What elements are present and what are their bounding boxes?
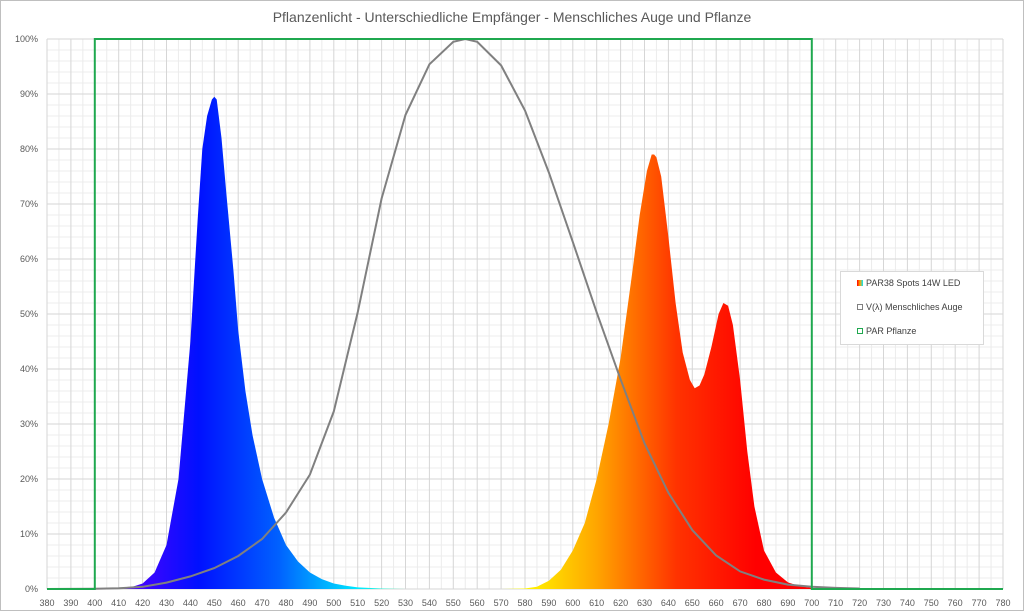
y-tick-label: 20% — [20, 474, 38, 484]
y-tick-label: 100% — [15, 34, 38, 44]
x-tick-label: 560 — [470, 598, 485, 608]
chart-title: Pflanzenlicht - Unterschiedliche Empfäng… — [272, 9, 752, 25]
legend: PAR38 Spots 14W LED V(λ) Menschliches Au… — [840, 271, 984, 345]
y-tick-label: 30% — [20, 419, 38, 429]
x-tick-label: 680 — [756, 598, 771, 608]
legend-item-par: PAR Pflanze — [857, 326, 916, 336]
x-tick-label: 470 — [255, 598, 270, 608]
x-tick-label: 640 — [661, 598, 676, 608]
x-tick-label: 660 — [709, 598, 724, 608]
x-tick-label: 460 — [231, 598, 246, 608]
x-tick-label: 540 — [422, 598, 437, 608]
x-tick-label: 510 — [350, 598, 365, 608]
x-tick-label: 580 — [517, 598, 532, 608]
x-tick-label: 700 — [804, 598, 819, 608]
x-tick-label: 390 — [63, 598, 78, 608]
axis-layer: 380 390 400 410 420 430 440 450 460 470 480 490 500 5… — [15, 34, 1011, 608]
x-tick-label: 780 — [995, 598, 1010, 608]
x-tick-label: 410 — [111, 598, 126, 608]
x-tick-label: 550 — [446, 598, 461, 608]
series-eye-line — [46, 37, 860, 590]
x-tick-label: 750 — [924, 598, 939, 608]
x-tick-label: 480 — [278, 598, 293, 608]
x-tick-label: 600 — [565, 598, 580, 608]
legend-label-par: PAR Pflanze — [866, 326, 917, 336]
x-tick-label: 610 — [589, 598, 604, 608]
x-tick-label: 450 — [207, 598, 222, 608]
x-tick-label: 430 — [159, 598, 174, 608]
x-tick-label: 650 — [685, 598, 700, 608]
y-tick-label: 90% — [20, 89, 38, 99]
series-par-box — [47, 38, 1003, 590]
x-tick-label: 710 — [828, 598, 843, 608]
y-tick-label: 70% — [20, 199, 38, 209]
y-tick-label: 0% — [25, 584, 38, 594]
y-tick-label: 60% — [20, 254, 38, 264]
y-tick-label: 80% — [20, 144, 38, 154]
x-tick-label: 770 — [972, 598, 987, 608]
y-tick-label: 10% — [20, 529, 38, 539]
legend-item-led: PAR38 Spots 14W LED — [857, 278, 960, 288]
x-tick-label: 380 — [39, 598, 54, 608]
legend-label-eye: V(λ) Menschliches Auge — [866, 302, 963, 312]
y-tick-label: 40% — [20, 364, 38, 374]
x-tick-label: 520 — [374, 598, 389, 608]
x-tick-label: 500 — [326, 598, 341, 608]
x-tick-label: 630 — [637, 598, 652, 608]
x-tick-label: 570 — [494, 598, 509, 608]
legend-swatch-eye — [857, 304, 863, 310]
x-tick-label: 670 — [733, 598, 748, 608]
x-tick-label: 440 — [183, 598, 198, 608]
x-tick-label: 530 — [398, 598, 413, 608]
x-tick-label: 690 — [780, 598, 795, 608]
series-layer — [46, 37, 1003, 590]
x-tick-label: 590 — [541, 598, 556, 608]
legend-swatch-par — [857, 328, 863, 334]
x-tick-label: 730 — [876, 598, 891, 608]
x-tick-label: 740 — [900, 598, 915, 608]
x-tick-label: 490 — [302, 598, 317, 608]
x-tick-label: 720 — [852, 598, 867, 608]
legend-item-eye: V(λ) Menschliches Auge — [857, 302, 963, 312]
x-tick-label: 760 — [948, 598, 963, 608]
x-tick-label: 400 — [87, 598, 102, 608]
x-tick-label: 420 — [135, 598, 150, 608]
legend-swatch-led — [857, 280, 863, 286]
y-tick-label: 50% — [20, 309, 38, 319]
x-tick-label: 620 — [613, 598, 628, 608]
legend-label-led: PAR38 Spots 14W LED — [866, 278, 961, 288]
